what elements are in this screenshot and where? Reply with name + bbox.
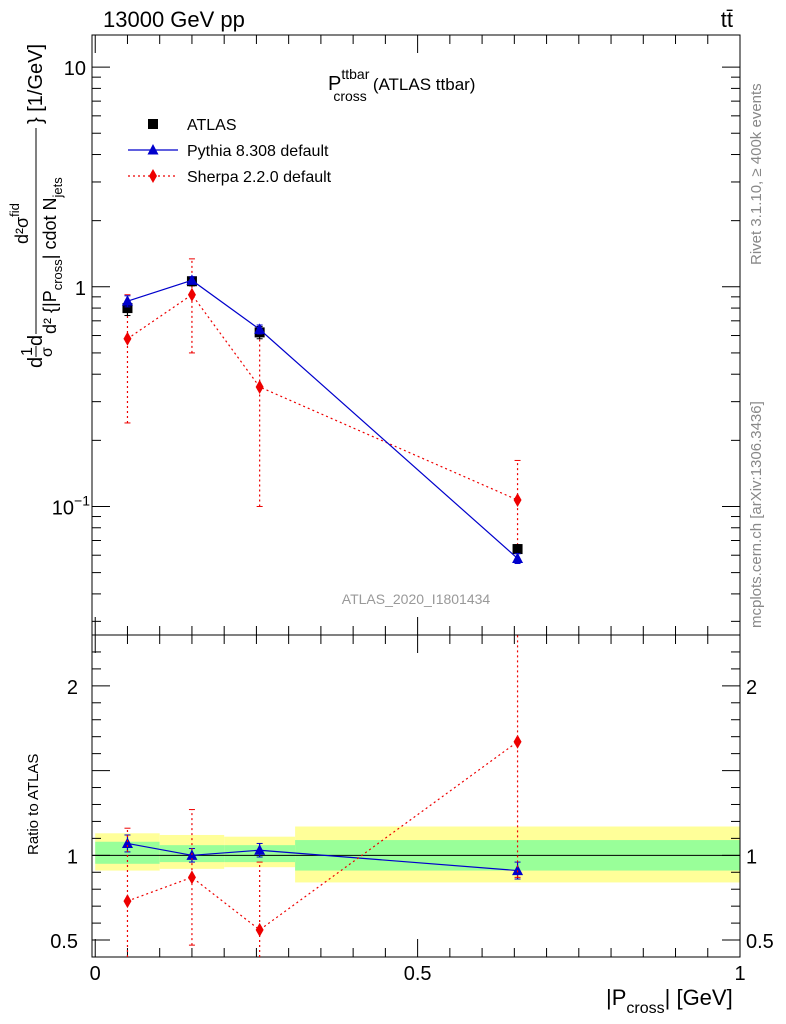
main-ytick-label: 10−1	[52, 492, 90, 519]
svg-text:d: d	[25, 357, 47, 368]
legend-entry: Sherpa 2.2.0 default	[128, 169, 332, 186]
ratio-xtick-label: 1	[734, 963, 745, 985]
ratio-xtick-label: 0	[90, 963, 101, 985]
ratio-data-point	[255, 922, 264, 937]
main-data-point	[512, 552, 524, 563]
svg-text:} [1/GeV]: } [1/GeV]	[25, 44, 47, 124]
ratio-ylabel: Ratio to ATLAS	[25, 754, 42, 855]
main-series-line	[127, 293, 518, 501]
legend-entry: Pythia 8.308 default	[128, 143, 329, 160]
legend: ATLAS Pythia 8.308 default Sherpa 2.2.0 de…	[128, 117, 332, 186]
legend-marker	[148, 119, 158, 129]
ratio-data-point	[254, 844, 266, 855]
main-ylabel: d 1 σ d d²σfid d² {|Pcross| cdot Njets }…	[7, 44, 65, 368]
ratio-data-point	[512, 864, 524, 876]
header-collision-label: 13000 GeV pp	[103, 7, 245, 32]
ratio-xlabel: |Pcross| [GeV]	[606, 985, 733, 1017]
svg-text:d² {|Pcross| cdot Njets: d² {|Pcross| cdot Njets	[40, 177, 65, 334]
ratio-ytick-label-right: 1	[746, 846, 757, 868]
ratio-data-point	[121, 837, 133, 848]
ratio-frame	[91, 634, 741, 958]
main-data-point	[186, 274, 198, 285]
main-ytick-label: 1	[75, 278, 86, 300]
plot-title: Pttbar cross(ATLAS ttbar)	[328, 66, 475, 104]
analysis-label: ATLAS_2020_I1801434	[342, 591, 491, 607]
svg-text:σ: σ	[39, 347, 56, 357]
main-data-point	[513, 493, 522, 508]
ratio-panel-axes: 0 0.5 10.5 0.51 12 2	[50, 634, 774, 985]
band-inner	[95, 841, 160, 864]
ratio-ytick-label: 0.5	[50, 931, 78, 953]
svg-text:d²σfid: d²σfid	[7, 203, 32, 244]
main-series-sherpa-2-2-0-default	[123, 258, 522, 561]
main-ytick-label: 10	[64, 58, 86, 80]
svg-text:1: 1	[19, 347, 36, 356]
ratio-series-sherpa-2-2-0-default	[123, 635, 522, 957]
main-series-line	[127, 279, 518, 559]
main-data-point	[123, 331, 132, 346]
legend-label: Sherpa 2.2.0 default	[187, 169, 332, 186]
main-series-pythia-8-308-default	[121, 274, 524, 565]
legend-marker	[147, 144, 159, 155]
ratio-series	[121, 635, 524, 957]
main-data-point	[122, 303, 133, 314]
ratio-data-point	[187, 870, 196, 885]
ratio-series-line	[127, 741, 518, 931]
ratio-ytick-label-right: 2	[746, 677, 757, 699]
ratio-series-line	[127, 842, 518, 872]
rivet-label: Rivet 3.1.10, ≥ 400k events	[748, 83, 765, 265]
main-data-point	[254, 323, 266, 334]
legend-entry: ATLAS	[148, 117, 237, 134]
ratio-ytick-label: 1	[67, 846, 78, 868]
svg-text:d: d	[25, 335, 47, 346]
main-series	[121, 258, 524, 565]
header-process-label: tt̄	[721, 7, 733, 32]
main-data-point	[121, 295, 133, 306]
main-data-point	[187, 287, 196, 302]
legend-marker	[149, 169, 157, 183]
main-data-point	[512, 544, 523, 555]
ratio-data-point	[123, 894, 132, 909]
mcplots-label: mcplots.cern.ch [arXiv:1306.3436]	[748, 401, 765, 628]
ratio-ytick-label-right: 0.5	[746, 931, 774, 953]
ratio-xtick-label: 0.5	[404, 963, 432, 985]
ratio-ytick-label: 2	[67, 677, 78, 699]
legend-label: ATLAS	[187, 117, 237, 134]
main-data-point	[255, 379, 264, 394]
legend-label: Pythia 8.308 default	[187, 143, 329, 160]
ratio-data-point	[513, 734, 522, 749]
